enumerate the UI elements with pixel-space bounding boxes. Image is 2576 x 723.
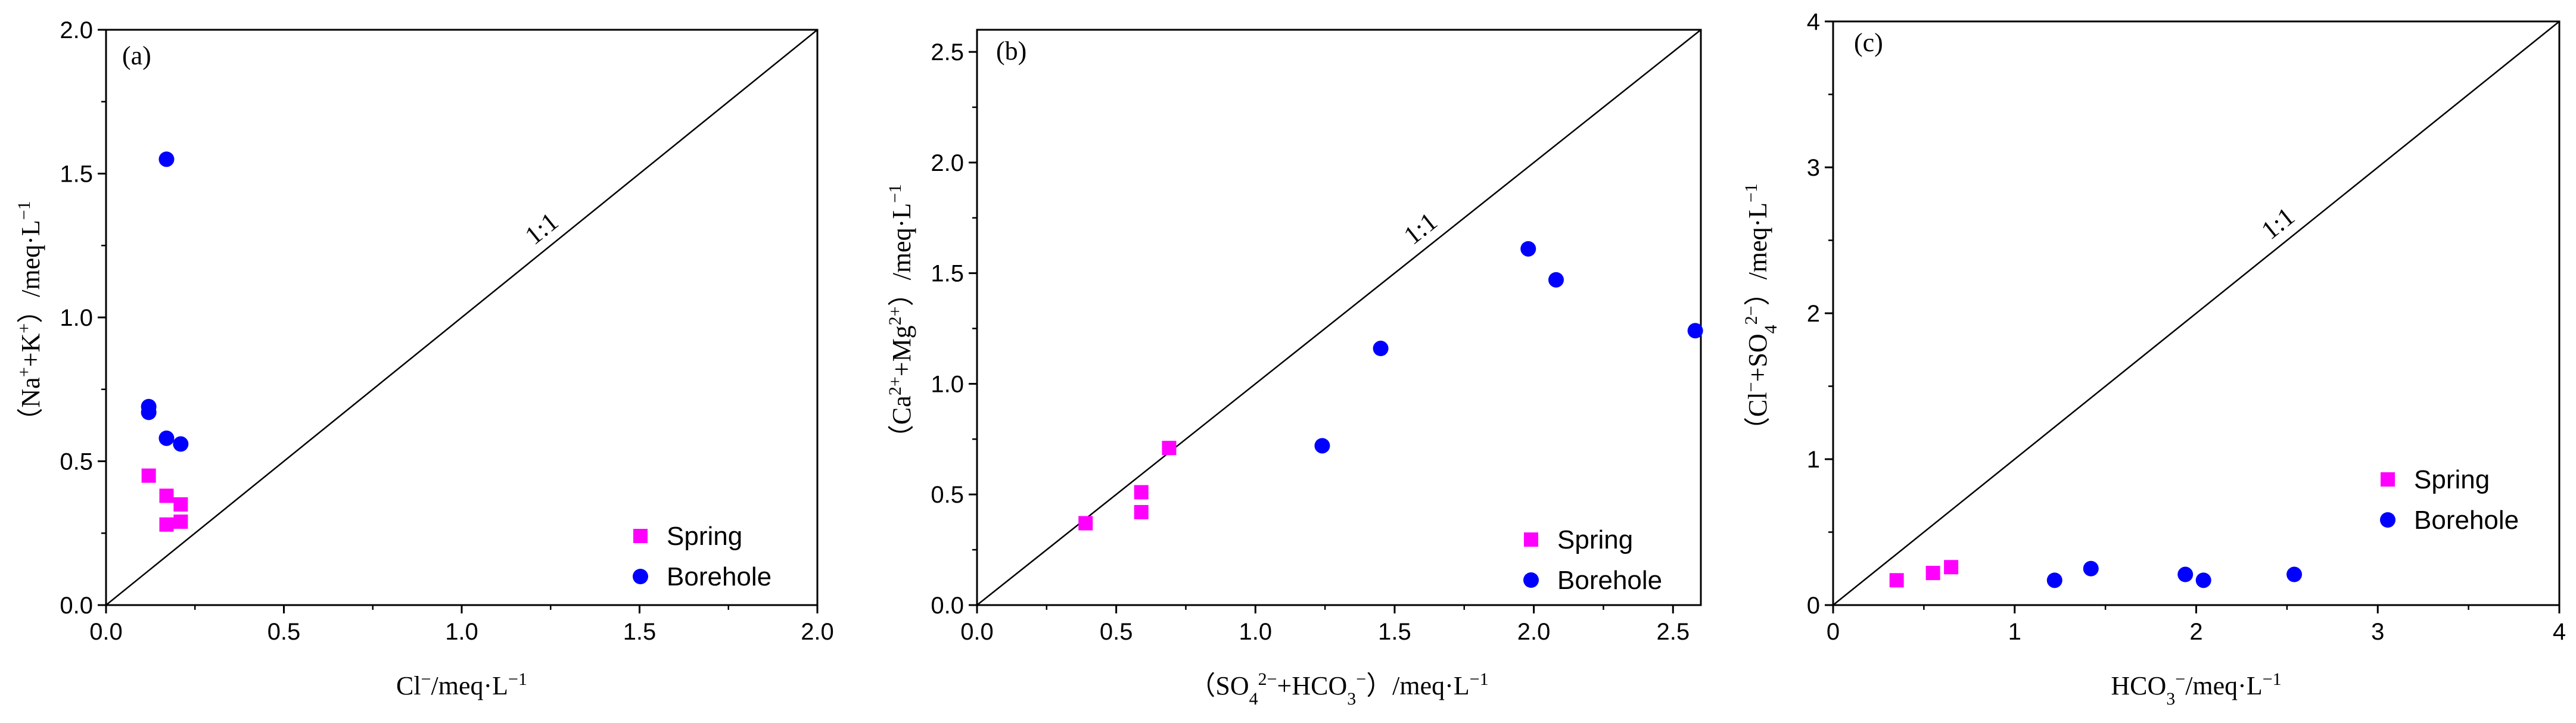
x-tick-label: 0 [1827, 619, 1840, 645]
borehole-point [173, 436, 189, 452]
x-tick-label: 0.5 [1100, 619, 1133, 645]
legend-label-borehole: Borehole [667, 562, 771, 591]
chart-panel-a: 1:1 0.0 0.5 1.0 1.5 2.0 0.0 0.5 1.0 1.5 2.0 Cl−/meq… [14, 17, 834, 700]
x-axis-title: HCO3−/meq·L−1 [2111, 669, 2281, 709]
legend-marker-spring [633, 529, 648, 543]
x-tick-label: 0.0 [89, 619, 123, 645]
spring-point [159, 488, 174, 503]
borehole-point [158, 151, 175, 167]
legend-marker-borehole [2380, 512, 2395, 528]
x-tick-label: 1.0 [1239, 619, 1273, 645]
y-tick-label: 1.0 [60, 305, 93, 331]
y-tick-label: 2.5 [931, 39, 964, 66]
x-tick-label: 1.5 [623, 619, 657, 645]
y-tick-label: 2.0 [931, 150, 964, 176]
y-tick-label: 0.0 [60, 593, 93, 619]
legend-label-borehole: Borehole [2414, 506, 2519, 535]
x-tick-label: 2.0 [1517, 619, 1551, 645]
x-tick-label: 0.0 [960, 619, 994, 645]
borehole-point [2046, 572, 2062, 588]
panel-label: (a) [122, 41, 151, 70]
plot-frame [976, 29, 1702, 606]
legend-label-spring: Spring [1557, 525, 1633, 554]
borehole-point [2195, 572, 2211, 588]
panel-label: (b) [996, 36, 1026, 66]
one-to-one-line [976, 29, 1701, 606]
x-tick-label: 1.0 [445, 619, 478, 645]
borehole-point [1548, 272, 1564, 288]
y-tick-label: 1.0 [931, 371, 964, 397]
one-to-one-line [1833, 21, 2560, 606]
y-tick-label: 0.5 [931, 482, 964, 508]
y-tick-label: 4 [1807, 9, 1820, 35]
spring-point [1944, 560, 1959, 575]
x-tick-label: 0.5 [267, 619, 301, 645]
spring-point [141, 468, 156, 483]
panel-label: (c) [1854, 28, 1883, 57]
one-to-one-label: 1:1 [2255, 201, 2300, 245]
x-tick-label: 2.5 [1656, 619, 1690, 645]
legend-marker-borehole [633, 569, 648, 584]
spring-point [159, 517, 174, 532]
x-axis-title: （SO42−+HCO3−）/meq·L−1 [1189, 669, 1488, 709]
y-tick-label: 0 [1807, 593, 1820, 619]
one-to-one-label: 1:1 [1398, 207, 1443, 250]
x-tick-label: 4 [2553, 619, 2566, 645]
x-tick-label: 2 [2189, 619, 2202, 645]
spring-point [173, 497, 188, 512]
spring-point [1925, 566, 1940, 581]
legend-marker-borehole [1523, 572, 1539, 588]
borehole-point [2083, 560, 2099, 576]
y-axis-title: （Cl−+SO42−）/meq·L−1 [1741, 183, 1781, 443]
borehole-point [1314, 438, 1330, 454]
borehole-point [1520, 241, 1536, 257]
legend-label-borehole: Borehole [1557, 566, 1662, 595]
legend-marker-spring [1524, 532, 1538, 547]
borehole-point [158, 430, 175, 446]
y-tick-label: 1.5 [931, 261, 964, 287]
y-tick-label: 1 [1807, 447, 1820, 473]
x-tick-label: 1.5 [1378, 619, 1411, 645]
borehole-point [2177, 566, 2194, 582]
y-axis-title: （Na++K+）/meq·L−1 [14, 201, 46, 434]
borehole-point [2286, 566, 2303, 582]
spring-point [1162, 441, 1177, 456]
spring-point [1078, 516, 1093, 531]
y-tick-label: 0.5 [60, 449, 93, 475]
spring-point [173, 514, 188, 529]
legend-marker-spring [2381, 472, 2395, 487]
chart-panel-c: 1:1 0 1 2 3 4 0 1 2 3 4 HCO3−/meq·L−1 （Cl−+SO42−）/me… [1741, 9, 2566, 709]
x-tick-label: 1 [2008, 619, 2021, 645]
y-tick-label: 1.5 [60, 161, 93, 188]
legend-label-spring: Spring [2414, 465, 2490, 494]
x-tick-label: 2.0 [801, 619, 834, 645]
spring-point [1889, 573, 1904, 588]
y-tick-label: 3 [1807, 155, 1820, 181]
y-axis-title: （Ca2++Mg2+）/meq·L−1 [885, 184, 917, 451]
y-tick-label: 2 [1807, 301, 1820, 327]
borehole-point [141, 404, 157, 420]
one-to-one-label: 1:1 [519, 207, 564, 250]
x-tick-label: 3 [2371, 619, 2384, 645]
spring-point [1134, 485, 1149, 500]
borehole-point [1687, 323, 1703, 339]
x-axis-title: Cl−/meq·L−1 [396, 669, 527, 701]
legend-label-spring: Spring [667, 522, 742, 551]
chart-panel-b: 1:1 0.0 0.5 1.0 1.5 2.0 2.5 0.0 0.5 1.0 1.5 2.0 2.5 （… [885, 29, 1703, 709]
one-to-one-line [105, 29, 818, 606]
y-tick-label: 0.0 [931, 593, 964, 619]
y-tick-label: 2.0 [60, 17, 93, 43]
spring-point [1134, 504, 1149, 519]
borehole-point [1373, 341, 1389, 357]
